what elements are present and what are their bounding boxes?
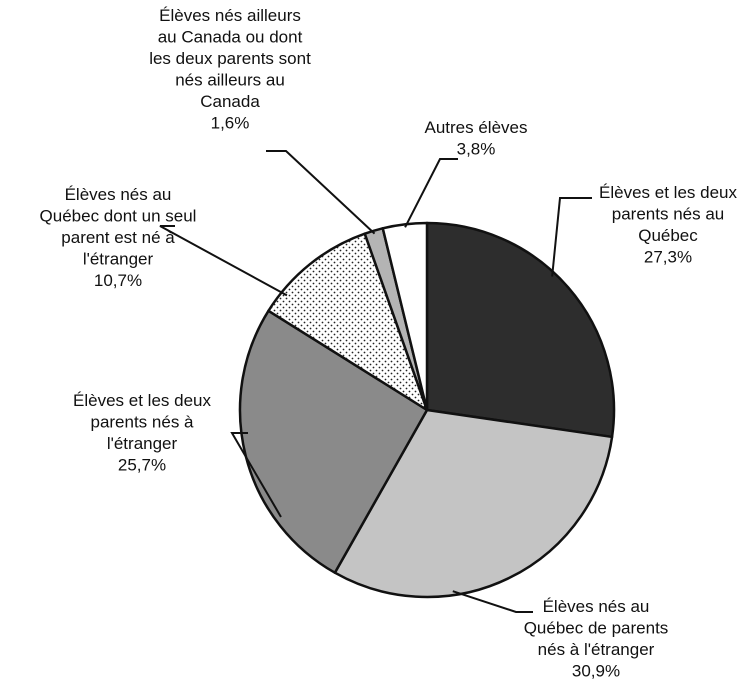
slice-labels: Élèves et les deux parents nés au Québec 27… — [40, 6, 738, 681]
leader-line-6 — [404, 158, 458, 228]
slice-value-label: 27,3% — [644, 248, 692, 267]
slice-label-line: Élèves nés au — [543, 597, 650, 616]
pie-slice-4 — [267, 232, 429, 412]
slice-value-label: 3,8% — [457, 140, 496, 159]
slice-label-line: Québec dont un seul — [40, 207, 197, 226]
slice-label-line: nés ailleurs au — [175, 71, 285, 90]
slice-label-line: Québec — [638, 226, 698, 245]
slice-label-line: parents nés au — [612, 205, 724, 224]
slice-label-2: Élèves nés au Québec de parents nés à l'ét… — [524, 597, 669, 681]
slice-label-line: l'étranger — [107, 434, 178, 453]
slice-label-line: Élèves et les deux — [599, 183, 737, 202]
slice-value-label: 1,6% — [211, 114, 250, 133]
slice-value-label: 30,9% — [572, 662, 620, 681]
slice-label-5: Élèves nés ailleurs au Canada ou dont les … — [149, 6, 311, 133]
leader-line-5 — [266, 150, 376, 235]
slice-label-4: Élèves nés au Québec dont un seul parent e… — [40, 185, 197, 290]
slice-label-line: au Canada ou dont — [158, 28, 303, 47]
slice-label-line: Canada — [200, 92, 260, 111]
leader-line-2 — [452, 590, 533, 613]
slice-label-3: Élèves et les deux parents nés à l'étrange… — [73, 391, 211, 475]
pie-slice-2 — [333, 408, 614, 599]
slice-label-6: Autres élèves 3,8% — [425, 118, 528, 159]
slice-label-line: Autres élèves — [425, 118, 528, 137]
slice-label-line: Élèves nés au — [65, 185, 172, 204]
pie-slice-6 — [381, 221, 429, 412]
pie-slices — [238, 221, 616, 599]
leader-line-1 — [551, 197, 592, 277]
slice-label-line: parent est né à — [61, 228, 175, 247]
slice-label-line: Québec de parents — [524, 619, 669, 638]
slice-label-line: Élèves nés ailleurs — [159, 6, 301, 25]
slice-label-line: Élèves et les deux — [73, 391, 211, 410]
slice-value-label: 10,7% — [94, 271, 142, 290]
slice-label-line: parents nés à — [90, 413, 194, 432]
leader-line-3 — [230, 432, 282, 518]
slice-label-line: les deux parents sont — [149, 49, 311, 68]
slice-label-line: l'étranger — [83, 250, 154, 269]
leader-lines — [159, 150, 592, 613]
leader-line-4 — [159, 225, 288, 297]
slice-value-label: 25,7% — [118, 456, 166, 475]
slice-label-1: Élèves et les deux parents nés au Québec 27… — [599, 183, 737, 267]
slice-label-line: nés à l'étranger — [538, 640, 655, 659]
pie-slice-1 — [425, 221, 616, 439]
